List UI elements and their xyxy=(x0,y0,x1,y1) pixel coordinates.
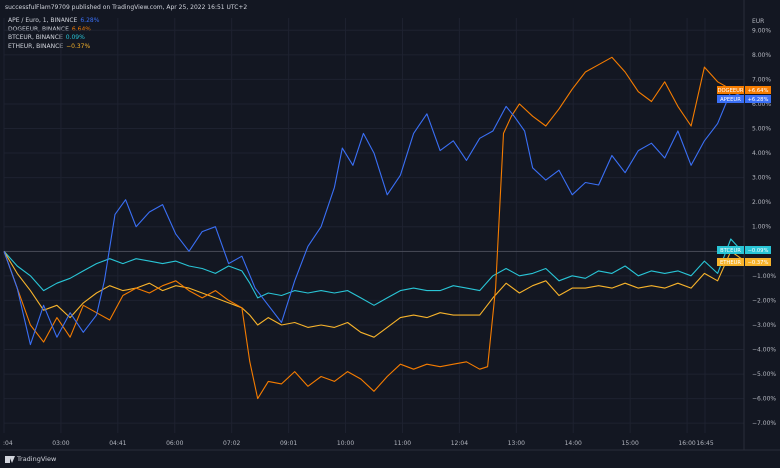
legend-name: APE / Euro, 1, BINANCE xyxy=(8,17,78,24)
symbol-tag xyxy=(717,86,744,94)
x-tick-label: 09:01 xyxy=(280,440,297,447)
symbol-tag xyxy=(717,95,744,103)
y-tick-label: 3.00% xyxy=(752,175,771,182)
symbol-tag xyxy=(717,258,744,266)
value-tag-text: +6.28% xyxy=(748,97,769,103)
symbol-tag-text: BTCEUR xyxy=(720,248,741,254)
y-tick-label: −4.00% xyxy=(752,347,776,354)
symbol-tag-text: APEEUR xyxy=(720,97,741,103)
y-tick-label: 6.00% xyxy=(752,101,771,108)
legend-value: 0.09% xyxy=(65,34,85,42)
x-tick-label: 04:41 xyxy=(109,440,126,447)
series-line-btceur xyxy=(3,238,745,306)
time-axis[interactable]: :04 03:00 04:41 06:00 07:02 09:01 10:00 11:00 12… xyxy=(3,440,714,447)
legend-row-eth[interactable]: ETHEUR, BINANCE −0.37% xyxy=(8,43,99,52)
series-line-dogeeur xyxy=(3,56,745,400)
value-tag xyxy=(745,86,771,94)
series-line-etheur xyxy=(3,250,745,338)
last-value-marker-dogeeur: DOGEEUR +6.64% xyxy=(717,86,771,94)
symbol-tag-text: ETHEUR xyxy=(720,260,741,266)
y-tick-label: 5.00% xyxy=(752,126,771,133)
legend-name: BTCEUR, BINANCE xyxy=(8,34,63,42)
last-value-markers: APEEUR +6.28% DOGEEUR +6.64% BTCEUR −0.09% ETH… xyxy=(717,86,771,266)
legend: APE / Euro, 1, BINANCE 6.28% DOGEEUR, BI… xyxy=(8,17,99,51)
brand-footer[interactable]: TradingView xyxy=(5,455,56,463)
value-tag-text: −0.09% xyxy=(748,248,769,254)
y-tick-label: −1.00% xyxy=(752,273,776,280)
x-tick-label: 06:00 xyxy=(166,440,183,447)
x-tick-label: 16:00 xyxy=(678,440,695,447)
value-tag xyxy=(745,258,771,266)
x-tick-label: 13:00 xyxy=(508,440,525,447)
last-value-marker-etheur: ETHEUR −0.37% xyxy=(717,258,771,266)
x-tick-label: :04 xyxy=(3,440,13,447)
y-tick-label: 9.00% xyxy=(752,27,771,34)
y-tick-label: −2.00% xyxy=(752,297,776,304)
x-tick-label: 12:04 xyxy=(451,440,468,447)
x-tick-label: 10:00 xyxy=(337,440,354,447)
y-tick-label: 7.00% xyxy=(752,76,771,83)
tradingview-logo-icon xyxy=(5,455,15,463)
x-tick-label: 14:00 xyxy=(565,440,582,447)
publish-info: successfulFlam79709 published on Trading… xyxy=(5,4,248,11)
y-tick-label: −3.00% xyxy=(752,322,776,329)
symbol-tag-text: DOGEEUR xyxy=(717,88,743,94)
legend-name: ETHEUR, BINANCE xyxy=(8,42,64,50)
value-tag xyxy=(745,95,771,103)
legend-row-doge[interactable]: DOGEEUR, BINANCE 6.64% xyxy=(8,26,99,35)
legend-value: −0.37% xyxy=(66,42,91,50)
value-tag-text: +6.64% xyxy=(748,88,769,94)
value-tag-text: −0.37% xyxy=(748,260,769,266)
legend-row-btc[interactable]: BTCEUR, BINANCE 0.09% xyxy=(8,34,99,43)
legend-value: 6.64% xyxy=(71,25,91,33)
value-tag xyxy=(745,246,771,254)
last-value-marker-btceur: BTCEUR −0.09% xyxy=(717,246,771,254)
y-tick-label: −5.00% xyxy=(752,371,776,378)
symbol-tag xyxy=(717,246,744,254)
x-tick-label: 15:00 xyxy=(622,440,639,447)
grid xyxy=(0,18,780,451)
y-tick-label: −7.00% xyxy=(752,420,776,427)
brand-name: TradingView xyxy=(17,455,57,463)
y-tick-label: 1.00% xyxy=(752,224,771,231)
y-tick-label: 8.00% xyxy=(752,52,771,59)
y-tick-label: −6.00% xyxy=(752,396,776,403)
y-tick-label: 4.00% xyxy=(752,150,771,157)
x-tick-label: 11:00 xyxy=(394,440,411,447)
x-tick-label: 07:02 xyxy=(223,440,240,447)
series-line-apeeur xyxy=(3,91,745,346)
last-value-marker-apeeur: APEEUR +6.28% xyxy=(717,95,771,103)
legend-row-ape[interactable]: APE / Euro, 1, BINANCE 6.28% xyxy=(8,17,99,26)
legend-name: DOGEEUR, BINANCE xyxy=(8,25,69,33)
y-tick-label: 2.00% xyxy=(752,199,771,206)
legend-value: 6.28% xyxy=(80,17,100,24)
currency-label: EUR xyxy=(752,18,764,25)
x-tick-label: 03:00 xyxy=(52,440,69,447)
x-tick-label: 16:45 xyxy=(696,440,713,447)
series-lines xyxy=(3,56,745,400)
